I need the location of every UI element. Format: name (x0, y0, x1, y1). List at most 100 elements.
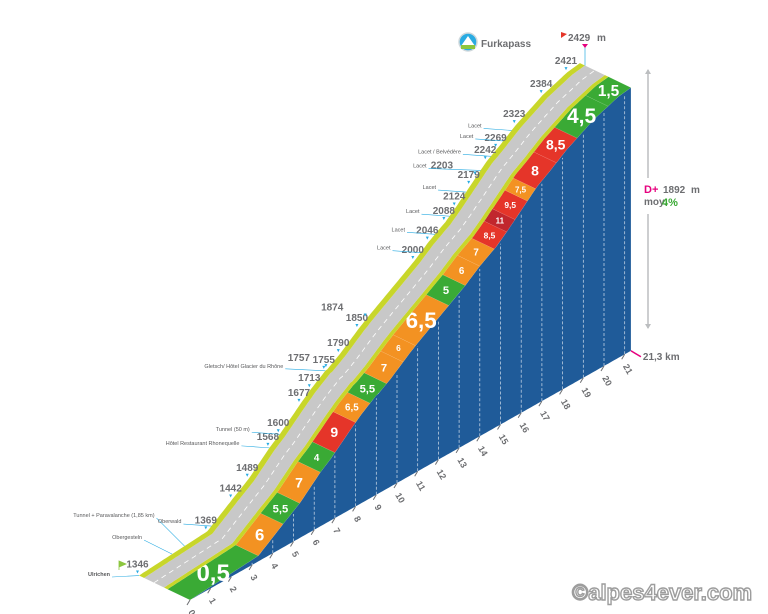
altitude-label: 1874 (321, 303, 344, 314)
place-leader-line (392, 250, 421, 253)
gradient-label: 5,5 (360, 383, 376, 395)
place-label: Tunnel (50 m) (216, 427, 250, 433)
km-tick (352, 506, 357, 512)
km-tick-label: 3 (248, 573, 259, 582)
dplus-unit: m (691, 185, 700, 196)
km-tick-label: 8 (352, 514, 363, 523)
arrow-down-icon (645, 324, 651, 329)
km-tick-label: 4 (269, 561, 280, 570)
km-tick (248, 564, 253, 571)
place-label: Lacet (468, 123, 482, 129)
arrow-up-icon (645, 69, 651, 74)
km-tick-label: 5 (290, 550, 301, 559)
place-label: Hôtel Restaurant Rhonequelle (166, 441, 240, 447)
km-tick-label: 10 (393, 491, 407, 505)
altitude-label: 2000 (402, 245, 425, 256)
summit-altitude-unit: m (597, 33, 606, 44)
altitude-marker-icon (355, 324, 359, 328)
km-tick (517, 412, 522, 419)
altitude-label: 2242 (474, 145, 497, 156)
total-distance-label: 21,3 km (643, 352, 680, 363)
altitude-marker-icon (204, 526, 208, 530)
gradient-label: 5,5 (273, 503, 289, 515)
gradient-label: 7 (295, 474, 303, 490)
km-tick (414, 471, 419, 477)
place-label: Gletsch/ Hôtel Glacier du Rhône (204, 364, 283, 370)
km-tick (186, 599, 191, 606)
altitude-marker-icon (411, 255, 415, 259)
place-label: Lacet / Belvédère (418, 149, 461, 155)
altitude-marker-icon (473, 171, 477, 175)
place-leader-line (406, 231, 436, 235)
place-label: Tunnel + Paravalanche (1,85 km) (73, 513, 154, 519)
place-leader-line (156, 517, 185, 547)
altitude-label: 1568 (257, 432, 280, 443)
altitude-label: 2179 (458, 170, 481, 181)
altitude-marker-icon (307, 384, 311, 388)
place-leader-line (462, 153, 491, 157)
altitude-label: 2124 (443, 191, 466, 202)
altitude-label: 1755 (313, 355, 336, 366)
gradient-label: 6 (255, 526, 264, 545)
summit-name: Furkapass (481, 39, 531, 50)
km-tick-label: 14 (476, 444, 490, 458)
place-leader-line (143, 539, 173, 555)
altitude-marker-icon (483, 156, 487, 160)
km-tick (476, 435, 481, 442)
km-tick (393, 482, 398, 489)
km-tick-label: 17 (538, 409, 552, 423)
place-label: Lacet (392, 227, 406, 233)
gradient-label: 7,5 (515, 185, 527, 194)
dplus-value: 1892 (663, 185, 686, 196)
gradient-label: 7 (473, 248, 479, 259)
road-surface (144, 65, 605, 588)
altitude-label: 2203 (431, 161, 454, 172)
altitude-label: 1369 (195, 515, 218, 526)
place-label: Lacet (413, 163, 427, 169)
km-tick-label: 6 (310, 538, 321, 547)
gradient-label: 6,5 (345, 403, 359, 414)
dplus-label: D+ (644, 184, 658, 196)
altitude-label: 1489 (236, 463, 259, 474)
altitude-marker-icon (425, 236, 429, 240)
gradient-label: 4 (314, 453, 320, 464)
km-tick-label: 11 (414, 479, 427, 492)
watermark: ©alpes4ever.com (571, 579, 753, 605)
gradient-label: 5 (443, 285, 449, 297)
km-tick-label: 0 (186, 608, 197, 614)
km-tick (600, 365, 605, 372)
place-leader-line (421, 213, 450, 217)
place-leader-line (428, 168, 481, 171)
km-tick (434, 459, 439, 465)
place-label: Ulrichen (88, 572, 111, 578)
altitude-label: 2046 (416, 226, 439, 237)
altitude-label: 1442 (220, 484, 243, 495)
gradient-label: 8,5 (546, 136, 566, 152)
average-value: 4% (662, 197, 678, 209)
distance-end-marker (630, 350, 642, 358)
gradient-label: 9,5 (504, 200, 516, 210)
km-tick (269, 552, 274, 559)
place-leader-line (483, 128, 512, 131)
km-tick (621, 354, 626, 360)
altitude-label: 2269 (484, 133, 507, 144)
gradient-label: 6 (396, 343, 401, 353)
summit-altitude: 2429 (568, 33, 591, 44)
km-tick-label: 7 (331, 526, 342, 535)
altitude-marker-icon (297, 398, 301, 402)
km-tick (538, 400, 543, 407)
altitude-marker-icon (564, 67, 568, 71)
gradient-label: 8 (531, 162, 539, 178)
gradient-label: 1,5 (598, 83, 620, 100)
summit-flag-icon (561, 32, 567, 38)
start-flag-icon (118, 560, 128, 570)
km-tick (207, 588, 212, 594)
place-label: Lacet (423, 185, 437, 191)
altitude-label: 1850 (346, 313, 369, 324)
gradient-label: 9 (330, 424, 338, 440)
altitude-marker-icon (322, 365, 326, 369)
km-tick (559, 389, 564, 395)
altitude-marker-icon (467, 180, 471, 184)
